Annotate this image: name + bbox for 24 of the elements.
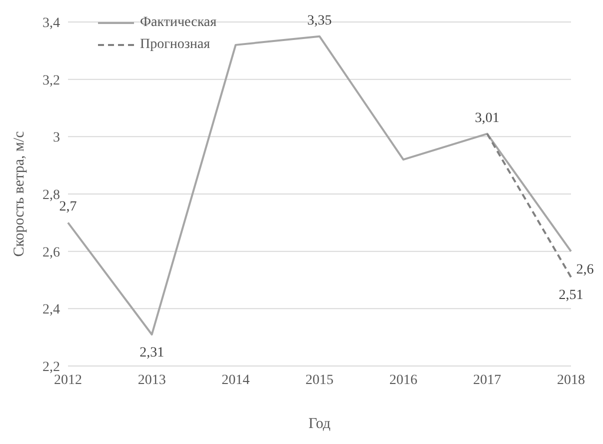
data-label: 3,35 xyxy=(307,13,332,28)
data-label: 2,31 xyxy=(140,345,164,360)
data-label: 2,7 xyxy=(59,200,77,215)
x-tick-label: 2018 xyxy=(557,372,585,388)
x-tick-label: 2017 xyxy=(473,372,502,388)
y-tick-label: 3,4 xyxy=(42,16,60,31)
y-tick-label: 3 xyxy=(53,130,60,146)
x-tick-label: 2016 xyxy=(389,372,418,388)
data-label: 3,01 xyxy=(474,110,500,126)
y-tick-label: 2,2 xyxy=(42,360,60,375)
data-label: 2,51 xyxy=(558,288,584,304)
x-tick-label: 2014 xyxy=(222,372,250,388)
legend-label: Прогнозная xyxy=(140,37,210,53)
y-tick-label: 2,8 xyxy=(42,188,60,203)
x-tick-label: 2015 xyxy=(306,372,334,388)
y-tick-label: 2,6 xyxy=(42,245,60,260)
y-tick-label: 3,2 xyxy=(42,73,60,88)
x-axis-title: Год xyxy=(308,416,331,432)
data-label: 2,6 xyxy=(576,262,594,278)
legend-label: Фактическая xyxy=(140,15,217,31)
x-tick-label: 2012 xyxy=(54,372,82,388)
y-axis-title: Скорость ветра, м/с xyxy=(11,130,28,257)
x-tick-label: 2013 xyxy=(138,372,166,388)
y-tick-label: 2,4 xyxy=(42,302,60,318)
